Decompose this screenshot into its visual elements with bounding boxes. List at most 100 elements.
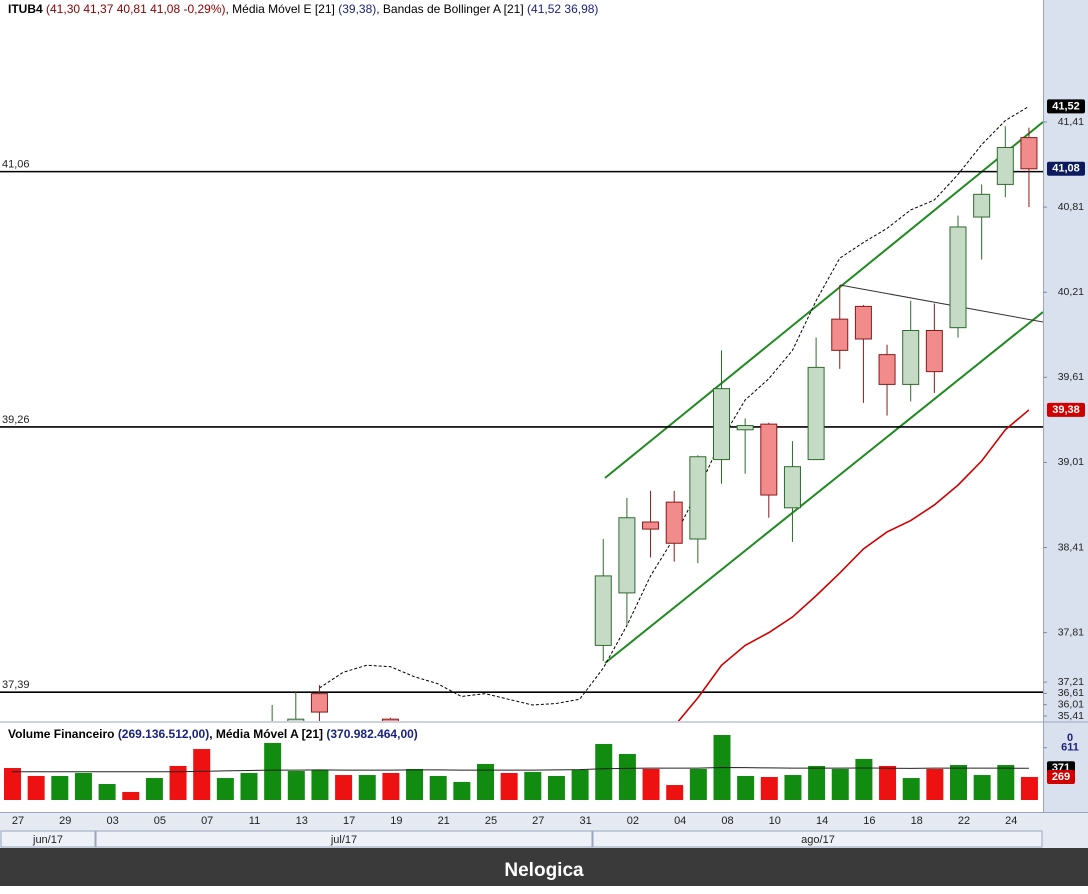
candle-body	[618, 517, 636, 594]
volume-bar	[737, 775, 755, 800]
candle-body	[925, 330, 943, 373]
volume-bar	[500, 772, 518, 800]
month-label: ago/17	[801, 834, 835, 846]
volume-bar	[571, 769, 589, 800]
volume-panel	[4, 735, 1038, 800]
candle-body	[949, 226, 967, 329]
x-tick-label: 31	[579, 815, 591, 827]
candle-body	[1020, 137, 1038, 170]
axes: 41,06 39,26 37,39 41,41 40,81 40,21 39,61 39,01…	[2, 99, 1085, 827]
volume-bar	[618, 753, 636, 800]
x-tick-label: 08	[721, 815, 733, 827]
x-tick-label: 29	[59, 815, 71, 827]
x-tick-label: 17	[343, 815, 355, 827]
x-tick-label: 16	[863, 815, 875, 827]
volume-bar	[477, 763, 494, 800]
indicator-line	[319, 105, 1030, 706]
y-tick-label: 38,41	[1058, 541, 1084, 553]
indicator-name: , Média Móvel A [21]	[209, 727, 324, 741]
volume-bar	[879, 765, 897, 800]
x-tick-label: 27	[532, 815, 544, 827]
channel-line	[604, 311, 1043, 664]
month-label: jul/17	[330, 834, 357, 846]
candle-body	[783, 466, 801, 509]
channel-line	[604, 121, 1043, 479]
x-tick-label: 22	[958, 815, 970, 827]
y-tick-label: 611	[1061, 742, 1079, 754]
volume-bar	[335, 775, 353, 800]
value-badge	[1047, 161, 1085, 176]
volume-bar	[145, 778, 163, 800]
volume-bar	[642, 768, 660, 800]
month-box	[95, 830, 593, 848]
x-tick-label: 04	[674, 815, 686, 827]
y-tick-label: 41,41	[1058, 116, 1084, 128]
y-tick-label: 37,21	[1058, 676, 1084, 688]
volume-bar	[666, 785, 684, 800]
candle-body	[854, 305, 872, 340]
brand: Nelogica	[504, 860, 584, 881]
x-tick-label: 05	[154, 815, 166, 827]
month-box	[0, 830, 96, 848]
value-badge-label: 41,52	[1052, 100, 1080, 112]
volume-bar	[997, 765, 1015, 800]
y-tick-label: 39,61	[1058, 371, 1084, 383]
drawings	[604, 121, 1043, 664]
y-tick-label: 40,81	[1058, 201, 1084, 213]
volume-bar	[973, 775, 991, 800]
y-tick-label: 36,61	[1058, 687, 1084, 699]
value-badge-label: 269	[1052, 771, 1070, 783]
candle-body	[665, 501, 683, 544]
indicator-name: , Bandas de Bollinger A [21]	[376, 2, 524, 16]
candle-body	[760, 423, 778, 496]
volume-bar	[1020, 776, 1038, 800]
candle-body	[642, 521, 660, 530]
price-legend: ITUB4 (41,30 41,37 40,81 41,08 -0,29%), …	[8, 2, 598, 16]
candle-body	[713, 388, 730, 461]
x-tick-label: 13	[296, 815, 308, 827]
candle-body	[807, 366, 825, 461]
y-tick-label: 39,01	[1058, 456, 1084, 468]
candle-body	[878, 354, 896, 385]
indicator-value: (370.982.464,00)	[326, 727, 418, 741]
x-tick-label: 11	[249, 815, 260, 827]
volume-bar	[240, 772, 258, 800]
candle-body	[996, 147, 1014, 185]
x-tick-label: 07	[201, 815, 213, 827]
x-tick-label: 18	[911, 815, 923, 827]
candle-body	[902, 330, 920, 385]
month-label: jun/17	[32, 834, 63, 846]
candle-body	[689, 456, 707, 540]
volume-bar	[902, 778, 920, 800]
volume-bar	[382, 772, 400, 800]
volume-bar	[287, 771, 305, 800]
volume-bar	[98, 784, 116, 800]
volume-bar	[311, 769, 329, 800]
volume-bar	[122, 791, 140, 800]
month-box	[592, 830, 1043, 848]
indicator-value: (269.136.512,00)	[117, 727, 210, 741]
y-tick-label: 37,81	[1058, 626, 1084, 638]
value-badge	[1047, 402, 1085, 417]
volume-bar	[453, 781, 471, 800]
x-tick-label: 27	[12, 815, 24, 827]
x-tick-label: 24	[1005, 815, 1017, 827]
value-badge-label: 41,08	[1052, 163, 1080, 175]
y-tick-label: 36,01	[1058, 698, 1084, 710]
x-tick-label: 19	[390, 815, 402, 827]
volume-bar	[547, 775, 565, 800]
indicator-name: , Média Móvel E [21]	[225, 2, 335, 16]
volume-bar	[51, 775, 69, 800]
indicator-line	[677, 409, 1030, 721]
volume-bar	[950, 765, 967, 800]
x-tick-label: 02	[627, 815, 639, 827]
y-tick-label: 35,41	[1058, 710, 1084, 722]
volume-bar	[193, 749, 211, 800]
y-tick-label: 40,21	[1058, 286, 1084, 298]
ohlc-values: (41,30 41,37 40,81 41,08 -0,29%)	[46, 2, 226, 16]
volume-bar	[27, 775, 45, 800]
value-badge	[1047, 769, 1075, 784]
horizontal-line-label: 37,39	[2, 679, 30, 691]
horizontal-line-label: 39,26	[2, 414, 30, 426]
symbol: ITUB4	[8, 2, 43, 16]
